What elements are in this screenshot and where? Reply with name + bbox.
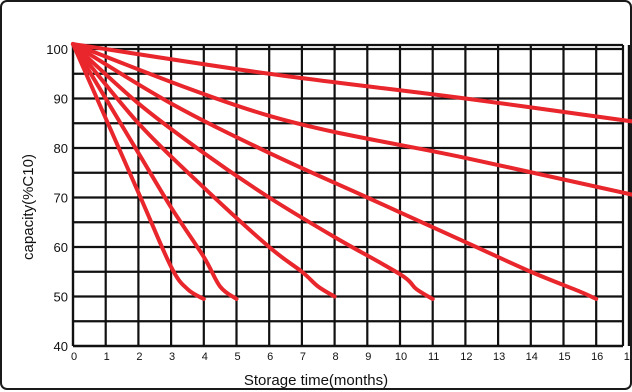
y-tick-label: 40 bbox=[54, 339, 68, 354]
x-tick-label: 16 bbox=[591, 351, 603, 363]
y-axis-label: capacity(%C10) bbox=[20, 154, 37, 260]
series-line bbox=[71, 42, 337, 299]
y-tick-label: 100 bbox=[46, 42, 68, 57]
y-tick-label: 60 bbox=[54, 240, 68, 255]
x-tick-label: 1 bbox=[104, 351, 110, 363]
x-tick-label: 11 bbox=[428, 351, 439, 363]
x-tick-label: 7 bbox=[300, 351, 306, 363]
x-tick-label: 15 bbox=[558, 351, 570, 363]
series-line bbox=[71, 42, 632, 124]
series-layer bbox=[71, 42, 632, 301]
x-tick-label: 2 bbox=[136, 351, 142, 363]
x-tick-label: 9 bbox=[365, 351, 371, 363]
x-axis-label: Storage time(months) bbox=[244, 372, 388, 389]
series-line bbox=[71, 42, 599, 301]
series-line bbox=[71, 42, 435, 301]
series-line bbox=[71, 42, 239, 301]
series-line bbox=[71, 42, 632, 197]
y-tick-label: 50 bbox=[54, 290, 68, 305]
y-tick-labels: 40 50 60 70 80 90 100 bbox=[46, 42, 68, 354]
y-tick-label: 80 bbox=[54, 141, 68, 156]
x-tick-label: 14 bbox=[526, 351, 538, 363]
x-tick-label: 0 bbox=[71, 351, 77, 363]
y-tick-label: 90 bbox=[54, 92, 68, 107]
x-tick-label: 6 bbox=[267, 351, 273, 363]
x-tick-label: 4 bbox=[202, 351, 208, 363]
x-tick-label: 10 bbox=[395, 351, 407, 363]
x-tick-label: 5 bbox=[234, 351, 240, 363]
grid bbox=[71, 43, 631, 348]
series-line bbox=[71, 42, 206, 301]
x-tick-label: 12 bbox=[460, 351, 472, 363]
x-tick-labels: 01234567891011121314151617 bbox=[71, 351, 632, 363]
x-tick-label: 3 bbox=[169, 351, 175, 363]
y-tick-label: 70 bbox=[54, 191, 68, 206]
x-tick-label: 13 bbox=[493, 351, 505, 363]
x-tick-label: 17 bbox=[624, 351, 632, 363]
x-tick-label: 8 bbox=[333, 351, 339, 363]
